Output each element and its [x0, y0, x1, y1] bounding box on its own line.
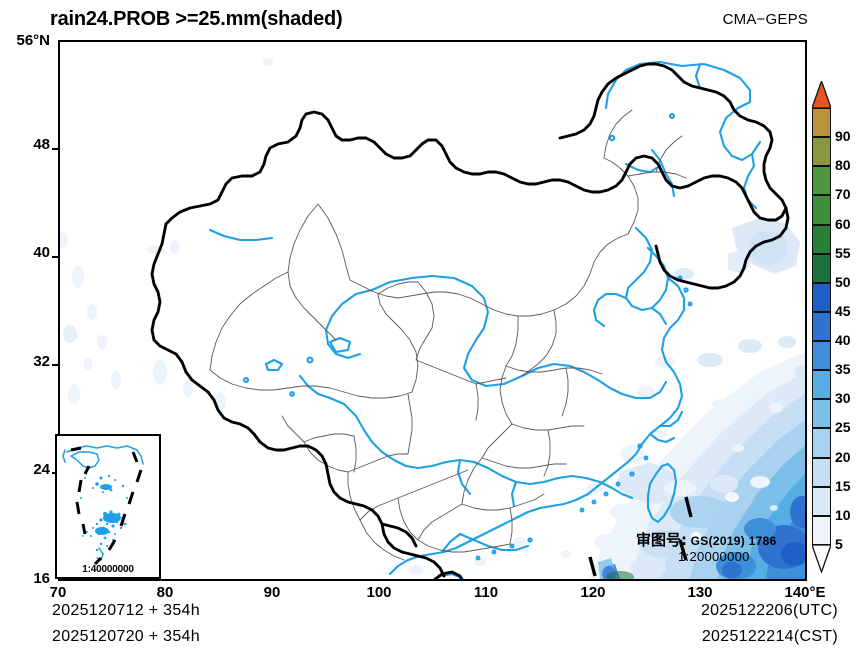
x-tick-label-130: 130 [687, 584, 713, 601]
colorbar-label-30: 30 [835, 390, 851, 407]
y-tick-label-16: 16 [33, 570, 50, 587]
approval-scale: 1:20000000 [678, 549, 750, 564]
colorbar-label-70: 70 [835, 186, 851, 203]
colorbar-under-arrow-outline [812, 545, 831, 573]
approval-label: 审图号: [636, 531, 687, 549]
colorbar-segment-55 [812, 224, 831, 254]
y-tick-label-56: 56°N [16, 32, 50, 49]
colorbar-label-25: 25 [835, 419, 851, 436]
y-tick-mark [52, 148, 59, 150]
colorbar-over-arrow-outline [812, 81, 831, 109]
colorbar-segment-15 [812, 457, 831, 487]
inset-scale-label: 1:40000000 [82, 564, 134, 575]
nine-dash-line-layer [588, 496, 693, 577]
colorbar-segment-35 [812, 341, 831, 371]
colorbar-segment-70 [812, 166, 831, 196]
y-tick-label-48: 48 [33, 136, 50, 153]
footer-valid-time-cst: 2025122214(CST) [701, 628, 838, 645]
colorbar-label-45: 45 [835, 302, 851, 319]
colorbar-segment-30 [812, 370, 831, 400]
footer-init-time-utc: 2025120712 + 354h [52, 602, 200, 619]
colorbar-label-90: 90 [835, 128, 851, 145]
y-tick-label-32: 32 [33, 353, 50, 370]
province-boundary-layer [209, 109, 687, 561]
map-svg [60, 58, 805, 579]
colorbar-label-20: 20 [835, 448, 851, 465]
colorbar-label-15: 15 [835, 477, 851, 494]
coastline-river-layer [208, 60, 762, 579]
colorbar-label-50: 50 [835, 273, 851, 290]
colorbar-segment-25 [812, 399, 831, 429]
x-tick-label-100: 100 [366, 584, 392, 601]
colorbar-label-40: 40 [835, 332, 851, 349]
colorbar-segment-20 [812, 428, 831, 458]
model-label: CMA−GEPS [722, 11, 808, 28]
probability-shading-layer [60, 58, 805, 579]
y-tick-label-24: 24 [33, 461, 50, 478]
south-china-sea-inset-map[interactable]: 1:40000000 [55, 434, 161, 579]
approval-number: GS(2019) 1786 [690, 534, 777, 548]
colorbar-segment-10 [812, 486, 831, 516]
colorbar-segment-80 [812, 137, 831, 167]
colorbar-segment-50 [812, 253, 831, 283]
x-tick-label-140: 140°E [784, 584, 826, 601]
colorbar-label-60: 60 [835, 215, 851, 232]
footer-valid-time-utc: 2025122206(UTC) [700, 602, 838, 619]
national-border-layer [150, 62, 790, 579]
colorbar[interactable]: 90 80 70 60 55 50 45 40 35 30 25 20 15 10 5 [812, 81, 851, 573]
map-plot-area[interactable] [58, 40, 807, 581]
page-title: rain24.PROB >=25.mm(shaded) [50, 8, 343, 30]
colorbar-segment-60 [812, 195, 831, 225]
colorbar-segment-5 [812, 515, 831, 545]
x-tick-label-110: 110 [473, 584, 499, 601]
colorbar-label-5: 5 [835, 536, 843, 552]
y-tick-mark [52, 256, 59, 258]
x-tick-label-90: 90 [263, 584, 281, 601]
colorbar-label-80: 80 [835, 157, 851, 174]
colorbar-segment-90 [812, 108, 831, 138]
x-tick-label-120: 120 [580, 584, 606, 601]
x-tick-label-80: 80 [156, 584, 174, 601]
colorbar-label-55: 55 [835, 244, 851, 261]
inset-svg [62, 445, 144, 566]
map-approval-block: 审图号: GS(2019) 1786 1:20000000 [636, 532, 777, 565]
colorbar-segment-40 [812, 311, 831, 342]
colorbar-label-35: 35 [835, 361, 851, 378]
x-tick-label-70: 70 [49, 584, 67, 601]
y-tick-label-40: 40 [33, 244, 50, 261]
colorbar-segment-45 [812, 282, 831, 312]
colorbar-label-10: 10 [835, 506, 851, 523]
y-tick-mark [52, 364, 59, 366]
footer-init-time-cst: 2025120720 + 354h [52, 628, 200, 645]
